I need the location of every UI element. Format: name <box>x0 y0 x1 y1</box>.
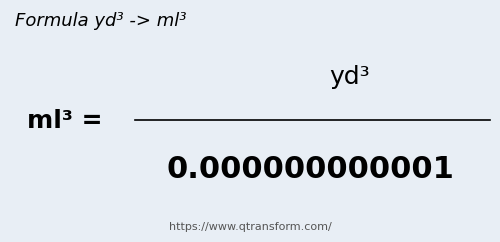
Text: 0.000000000001: 0.000000000001 <box>166 155 454 184</box>
Text: ml³ =: ml³ = <box>27 109 103 133</box>
Text: Formula yd³ -> ml³: Formula yd³ -> ml³ <box>15 12 186 30</box>
Text: https://www.qtransform.com/: https://www.qtransform.com/ <box>168 222 332 232</box>
Text: yd³: yd³ <box>330 65 370 90</box>
